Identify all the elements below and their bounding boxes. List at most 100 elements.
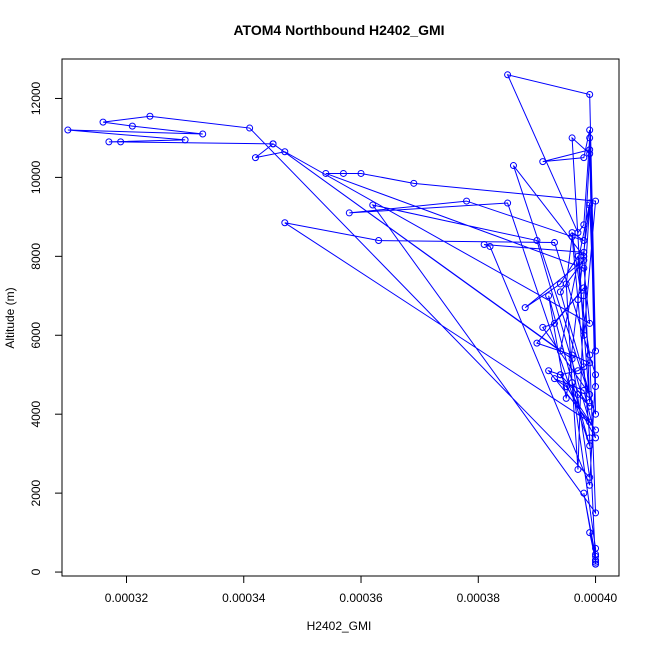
data-point <box>580 284 588 292</box>
data-point <box>580 248 588 256</box>
data-point <box>533 339 541 347</box>
data-point <box>64 126 72 134</box>
data-point <box>146 112 154 120</box>
data-point <box>556 288 564 296</box>
x-tick-label: 0.00040 <box>574 591 618 605</box>
x-tick-label: 0.00032 <box>105 591 149 605</box>
data-point <box>269 140 277 148</box>
data-point <box>586 199 594 207</box>
data-point <box>592 558 600 566</box>
data-point <box>592 383 600 391</box>
data-point <box>556 280 564 288</box>
data-point <box>562 383 570 391</box>
data-point <box>568 233 576 241</box>
data-point <box>199 130 207 138</box>
data-point <box>545 367 553 375</box>
data-point <box>592 509 600 517</box>
data-point <box>410 179 418 187</box>
data-point <box>592 426 600 434</box>
data-point <box>592 347 600 355</box>
y-tick-label: 8000 <box>29 243 43 270</box>
data-point <box>592 560 600 568</box>
data-point <box>586 481 594 489</box>
data-point <box>281 219 289 227</box>
data-point <box>574 465 582 473</box>
data-point <box>463 197 471 205</box>
data-point <box>369 201 377 209</box>
data-point <box>568 379 576 387</box>
data-point <box>586 146 594 154</box>
data-point <box>504 199 512 207</box>
data-point <box>128 122 136 130</box>
data-point <box>580 363 588 371</box>
data-point <box>574 296 582 304</box>
series-line <box>67 74 597 565</box>
data-point <box>586 418 594 426</box>
data-point <box>580 489 588 497</box>
x-axis-label: H2402_GMI <box>307 619 372 633</box>
y-tick-label: 6000 <box>29 322 43 349</box>
x-axis: 0.00032 0.00034 0.00036 0.00038 0.00040 <box>105 575 618 605</box>
data-point <box>562 394 570 402</box>
data-point <box>580 221 588 229</box>
data-point <box>586 91 594 99</box>
data-point <box>574 367 582 375</box>
data-point <box>586 398 594 406</box>
data-point <box>592 556 600 564</box>
data-point <box>551 239 559 247</box>
y-tick-label: 2000 <box>29 479 43 506</box>
data-point <box>586 319 594 327</box>
data-point <box>322 169 330 177</box>
data-point <box>539 158 547 166</box>
data-point <box>251 154 259 162</box>
data-point <box>117 138 125 146</box>
data-point <box>586 442 594 450</box>
data-point <box>592 371 600 379</box>
data-point <box>504 71 512 79</box>
data-point <box>580 256 588 264</box>
data-point <box>545 292 553 300</box>
data-point <box>551 375 559 383</box>
data-point <box>375 237 383 245</box>
x-tick-label: 0.00034 <box>222 591 266 605</box>
data-point <box>556 347 564 355</box>
data-point <box>586 351 594 359</box>
data-point <box>568 351 576 359</box>
data-point <box>592 434 600 442</box>
data-point <box>568 229 576 237</box>
data-point <box>533 237 541 245</box>
data-point <box>580 331 588 339</box>
x-tick-label: 0.00038 <box>457 591 501 605</box>
data-point <box>586 150 594 158</box>
data-point <box>568 355 576 363</box>
data-point <box>580 264 588 272</box>
y-tick-label: 4000 <box>29 401 43 428</box>
y-tick-label: 10000 <box>29 160 43 194</box>
series-layer <box>64 71 600 568</box>
data-point <box>586 390 594 398</box>
data-point <box>586 529 594 537</box>
data-point <box>592 410 600 418</box>
y-tick-label: 0 <box>29 568 43 575</box>
data-point <box>105 138 113 146</box>
data-point <box>586 473 594 481</box>
y-axis: 0 2000 4000 6000 8000 10000 12000 <box>29 81 63 575</box>
data-point <box>580 387 588 395</box>
data-point <box>539 323 547 331</box>
data-point <box>521 304 529 312</box>
data-point <box>551 319 559 327</box>
data-point <box>181 136 189 144</box>
data-point <box>580 292 588 300</box>
data-point <box>574 390 582 398</box>
data-point <box>480 240 488 248</box>
data-point <box>586 126 594 134</box>
data-point <box>586 402 594 410</box>
y-tick-label: 12000 <box>29 81 43 115</box>
data-point <box>509 162 517 170</box>
data-point <box>345 209 353 217</box>
data-point <box>568 134 576 142</box>
data-point <box>580 154 588 162</box>
chart-title: ATOM4 Northbound H2402_GMI <box>233 22 444 38</box>
data-point <box>586 201 594 209</box>
